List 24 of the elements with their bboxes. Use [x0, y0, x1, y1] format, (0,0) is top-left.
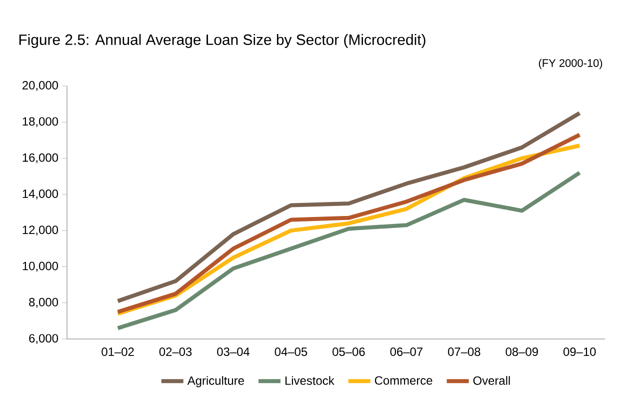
x-tick-label: 09–10: [563, 348, 596, 356]
y-tick-label: 14,000: [22, 189, 58, 200]
y-tick-label: 16,000: [22, 153, 58, 164]
y-tick-label: 8,000: [29, 298, 58, 308]
x-tick-label: 06–07: [390, 348, 422, 356]
x-tick-label: 07–08: [448, 348, 480, 356]
x-tick-label: 05–06: [332, 348, 365, 356]
x-tick-label: 02–03: [159, 348, 192, 356]
x-tick-label: 04–05: [274, 348, 308, 356]
legend-label: Agriculture: [187, 376, 244, 388]
y-tick-label: 12,000: [22, 226, 58, 236]
y-tick-label: 18,000: [22, 117, 58, 128]
chart-subtitle: (FY 2000-10): [538, 58, 602, 70]
y-tick-label: 6,000: [29, 334, 58, 344]
legend-label: Livestock: [285, 376, 334, 385]
x-tick-label: 01–02: [102, 348, 134, 356]
line-series: [116, 111, 582, 304]
x-tick-label: 08–09: [506, 348, 538, 356]
legend-label: Commerce: [374, 376, 432, 385]
y-tick-label: 10,000: [22, 262, 58, 272]
x-tick-label: 03–04: [217, 348, 250, 356]
y-tick-label: 20,000: [22, 81, 58, 91]
legend-label: Overall: [473, 376, 510, 385]
chart-title: Figure 2.5: Annual Average Loan Size by Sector (Microcredit): [19, 34, 426, 48]
